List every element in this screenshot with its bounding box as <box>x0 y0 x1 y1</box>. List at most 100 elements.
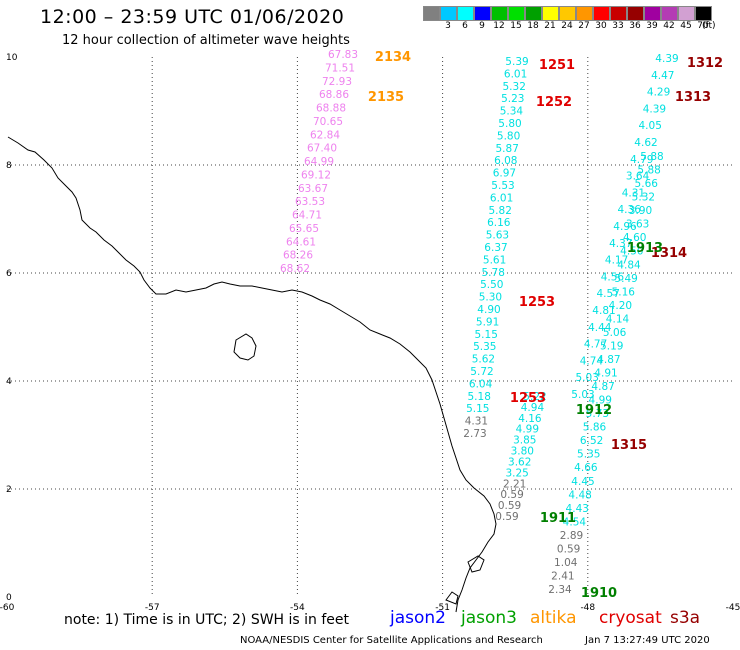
scale-swatch <box>525 6 542 21</box>
wave-height-value: 6.04 <box>469 378 493 390</box>
wave-height-value: 4.87 <box>591 381 614 393</box>
pass-label: 1912 <box>576 403 612 418</box>
wave-height-value: 71.51 <box>325 62 355 74</box>
pass-label: 1910 <box>581 586 617 601</box>
wave-height-value: 6.08 <box>494 155 517 167</box>
wave-height-value: 6.97 <box>493 168 516 180</box>
page-subtitle: 12 hour collection of altimeter wave hei… <box>62 33 350 48</box>
pass-label: 1253 <box>519 295 555 310</box>
wave-height-value: 63.67 <box>298 183 328 195</box>
scale-label: 45 <box>680 21 692 31</box>
pass-label: 1312 <box>687 56 723 71</box>
wave-height-value: 2.89 <box>560 530 583 542</box>
wave-height-value: 6.52 <box>580 435 603 447</box>
pass-label: 1913 <box>627 241 663 256</box>
wave-height-value: 4.48 <box>568 489 591 501</box>
wave-height-value: 4.17 <box>605 255 628 267</box>
pass-label: 1315 <box>611 438 647 453</box>
wave-height-value: 72.93 <box>322 76 352 88</box>
satellite-s3a: s3a <box>670 608 701 628</box>
footer-timestamp: Jan 7 13:27:49 UTC 2020 <box>585 635 710 646</box>
wave-height-value: 4.29 <box>647 87 670 99</box>
wave-height-value: 5.34 <box>500 106 524 118</box>
wave-height-value: 3.63 <box>626 219 649 231</box>
wave-height-value: 4.37 <box>609 238 632 250</box>
marajo-island <box>233 333 257 361</box>
wave-height-value: 5.16 <box>612 286 636 298</box>
wave-height-value: 4.84 <box>617 259 641 271</box>
scale-swatch <box>593 6 610 21</box>
wave-height-value: 4.45 <box>571 476 594 488</box>
wave-height-value: 4.96 <box>613 221 637 233</box>
south-america-coastline <box>7 136 497 613</box>
scale-swatch <box>491 6 508 21</box>
pass-label: 1314 <box>651 246 687 261</box>
wave-height-value: 5.62 <box>472 354 495 366</box>
wave-height-value: 63.53 <box>295 196 325 208</box>
wave-height-value: 5.32 <box>503 81 526 93</box>
wave-height-value: 0.59 <box>498 500 521 512</box>
pass-label: 2135 <box>368 90 404 105</box>
x-tick-label: -48 <box>580 603 595 613</box>
wave-height-value: 0.59 <box>557 543 580 555</box>
wave-height-value: 4.74 <box>580 355 604 367</box>
scale-unit: (ft) <box>702 21 716 31</box>
wave-height-value: 4.47 <box>651 70 674 82</box>
wave-height-value: 4.43 <box>566 503 589 515</box>
pass-label: 2134 <box>375 50 411 65</box>
y-tick-label: 0 <box>6 593 12 603</box>
scale-label: 24 <box>561 21 573 31</box>
wave-height-value: 62.84 <box>310 129 340 141</box>
wave-height-value: 3.25 <box>505 467 528 479</box>
scale-swatch <box>423 6 440 21</box>
wave-height-value: 2.73 <box>463 428 486 440</box>
wave-height-value: 4.60 <box>623 232 646 244</box>
wave-height-value: 5.22 <box>523 391 546 403</box>
wave-height-value: 5.03 <box>576 372 599 384</box>
wave-height-value: 6.01 <box>504 68 527 80</box>
scale-swatch <box>661 6 678 21</box>
wave-height-value: 64.99 <box>304 156 334 168</box>
wave-height-value: 0.59 <box>500 489 523 501</box>
x-tick-label: -57 <box>145 603 160 613</box>
wave-height-value: 4.57 <box>597 288 620 300</box>
page-title: 12:00 – 23:59 UTC 01/06/2020 <box>40 6 345 28</box>
wave-height-value: 5.15 <box>466 403 489 415</box>
wave-height-value: 4.90 <box>477 304 500 316</box>
wave-height-value: 4.31 <box>465 416 488 428</box>
scale-label: 30 <box>595 21 607 31</box>
wave-height-value: 5.72 <box>470 366 493 378</box>
wave-height-value: 67.40 <box>307 143 337 155</box>
wave-height-value: 5.53 <box>491 180 514 192</box>
scale-label: 21 <box>544 21 556 31</box>
wave-height-value: 4.87 <box>597 354 620 366</box>
wave-height-value: 4.44 <box>588 322 612 334</box>
wave-height-value: 5.66 <box>635 178 659 190</box>
scale-swatch <box>644 6 661 21</box>
wave-height-value: 5.49 <box>614 273 637 285</box>
wave-height-value: 3.85 <box>513 435 536 447</box>
wave-height-value: 5.06 <box>603 327 627 339</box>
wave-height-value: 4.20 <box>609 300 632 312</box>
wave-height-value: 6.37 <box>484 242 507 254</box>
scale-swatch <box>457 6 474 21</box>
wave-height-value: 5.82 <box>489 205 512 217</box>
wave-height-value: 4.50 <box>620 246 643 258</box>
scale-label: 70 <box>697 21 709 31</box>
coastline <box>7 136 497 613</box>
map-grid: -60 -57 -54 -51 -48 -45 0 2 4 6 8 10 <box>0 53 740 613</box>
satellite-altika: altika <box>530 608 577 628</box>
y-tick-label: 6 <box>6 269 12 279</box>
scale-label: 36 <box>629 21 641 31</box>
scale-label: 12 <box>493 21 505 31</box>
footer-credit: NOAA/NESDIS Center for Satellite Applica… <box>240 635 543 646</box>
wave-height-value: 3.80 <box>511 446 534 458</box>
wave-height-value: 5.88 <box>640 151 663 163</box>
wave-height-value: 68.62 <box>280 263 310 275</box>
wave-height-value: 67.83 <box>328 49 358 61</box>
pass-label: 1253 <box>510 391 546 406</box>
wave-height-value: 1.04 <box>554 557 578 569</box>
pass-label: 1313 <box>675 90 711 105</box>
scale-label: 18 <box>527 21 539 31</box>
